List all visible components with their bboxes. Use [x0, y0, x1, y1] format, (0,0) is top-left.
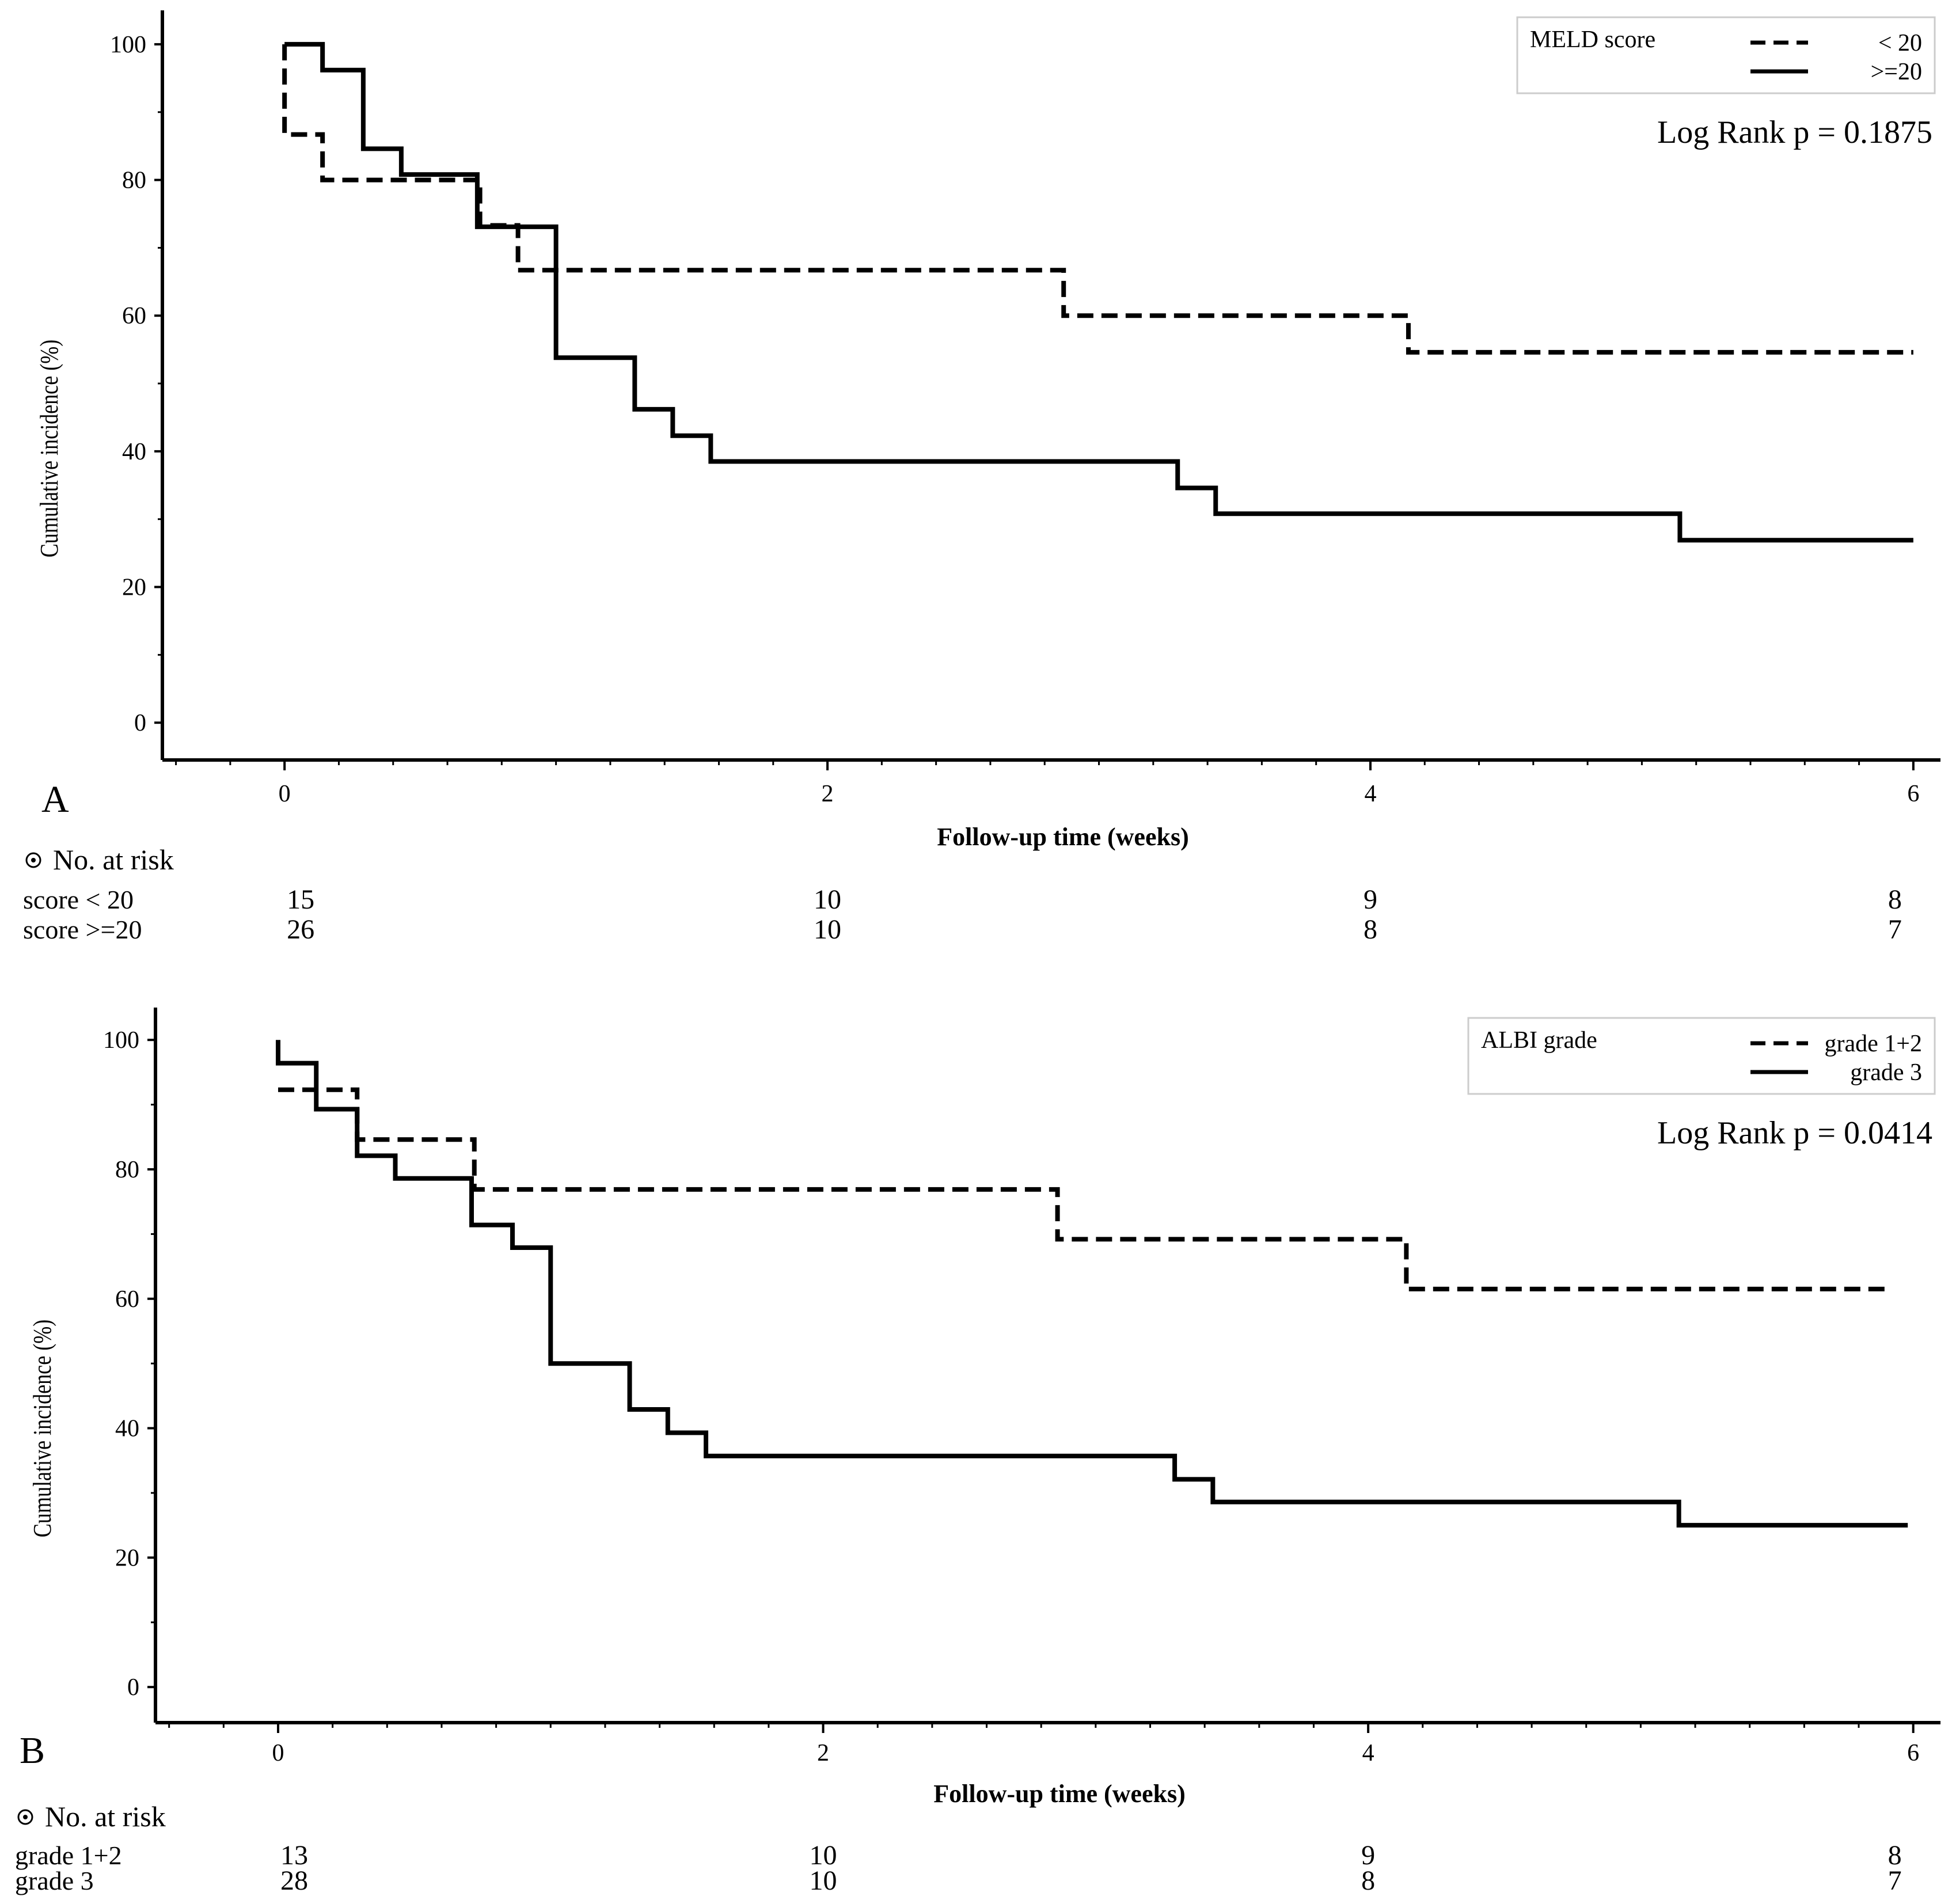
- series-line-solid: [284, 41, 1913, 543]
- y-tick-label: 80: [115, 1157, 139, 1183]
- x-axis-label: Follow-up time (weeks): [937, 823, 1189, 851]
- risk-table-heading: No. at risk: [53, 843, 174, 876]
- bullet-icon-dot: [31, 858, 36, 862]
- risk-value: 9: [1364, 884, 1377, 915]
- legend-box: [1516, 16, 1936, 94]
- risk-value: 10: [810, 1865, 837, 1896]
- x-tick-label: 6: [1907, 781, 1919, 807]
- legend-entry: < 20: [1878, 30, 1922, 56]
- y-tick-label: 100: [110, 32, 146, 58]
- y-tick-label: 40: [122, 439, 146, 465]
- panel-label: A: [41, 778, 69, 820]
- y-tick-label: 60: [122, 303, 146, 329]
- x-tick-label: 4: [1362, 1740, 1374, 1766]
- legend-title: ALBI grade: [1481, 1027, 1597, 1054]
- log-rank-annotation: Log Rank p = 0.1875: [1657, 115, 1932, 150]
- x-axis-label: Follow-up time (weeks): [933, 1780, 1186, 1808]
- panel-label: B: [20, 1730, 45, 1772]
- risk-value: 8: [1888, 1840, 1902, 1871]
- x-tick-label: 2: [822, 781, 834, 807]
- legend-entry: grade 3: [1850, 1059, 1922, 1086]
- risk-table-heading: No. at risk: [45, 1800, 166, 1833]
- bullet-icon: [25, 852, 41, 868]
- y-tick-label: 100: [103, 1027, 139, 1054]
- risk-value: 13: [280, 1840, 308, 1871]
- y-tick-label: 20: [115, 1545, 139, 1571]
- x-tick-label: 0: [279, 781, 291, 807]
- y-tick-label: 80: [122, 168, 146, 194]
- x-tick-label: 0: [272, 1740, 284, 1766]
- x-tick-label: 6: [1907, 1740, 1919, 1766]
- risk-value: 7: [1888, 914, 1902, 945]
- risk-value: 10: [814, 914, 841, 945]
- legend-box: [1467, 1017, 1936, 1095]
- bullet-icon-dot: [23, 1815, 28, 1819]
- panel-b: 0 20 40 60 80 100 0 2 4 6 Follow-up time (weeks) Cu…: [15, 1008, 1940, 1896]
- legend-entry: grade 1+2: [1825, 1031, 1922, 1057]
- y-tick-label: 60: [115, 1286, 139, 1313]
- risk-value: 10: [810, 1840, 837, 1871]
- risk-value: 8: [1888, 884, 1902, 915]
- y-tick-label: 0: [134, 710, 146, 736]
- log-rank-annotation: Log Rank p = 0.0414: [1657, 1115, 1932, 1151]
- risk-value: 9: [1361, 1840, 1375, 1871]
- panel-a: 0 20 40 60 80 100 0 2 4 6 Follow-up time (weeks) Cu…: [23, 10, 1940, 945]
- risk-value: 28: [280, 1865, 308, 1896]
- y-axis-label: Cumulative incidence (%): [35, 340, 63, 558]
- risk-value: 15: [287, 884, 314, 915]
- risk-value: 8: [1361, 1865, 1375, 1896]
- x-tick-label: 4: [1364, 781, 1376, 807]
- risk-row-label: grade 3: [15, 1866, 94, 1895]
- legend-entry: >=20: [1871, 59, 1922, 85]
- risk-row-label: score < 20: [23, 885, 134, 914]
- legend-title: MELD score: [1530, 26, 1655, 53]
- series-line-dashed: [278, 1087, 1886, 1291]
- series-line-solid: [275, 1040, 1908, 1528]
- y-tick-label: 40: [115, 1416, 139, 1442]
- risk-row-label: grade 1+2: [15, 1841, 122, 1870]
- x-tick-label: 2: [817, 1740, 829, 1766]
- risk-row-label: score >=20: [23, 915, 142, 944]
- y-tick-label: 20: [122, 575, 146, 601]
- risk-value: 26: [287, 914, 314, 945]
- risk-value: 10: [814, 884, 841, 915]
- risk-value: 7: [1888, 1865, 1902, 1896]
- y-axis-label: Cumulative incidence (%): [28, 1320, 56, 1538]
- y-tick-label: 0: [127, 1674, 139, 1701]
- bullet-icon: [17, 1809, 33, 1825]
- risk-value: 8: [1364, 914, 1377, 945]
